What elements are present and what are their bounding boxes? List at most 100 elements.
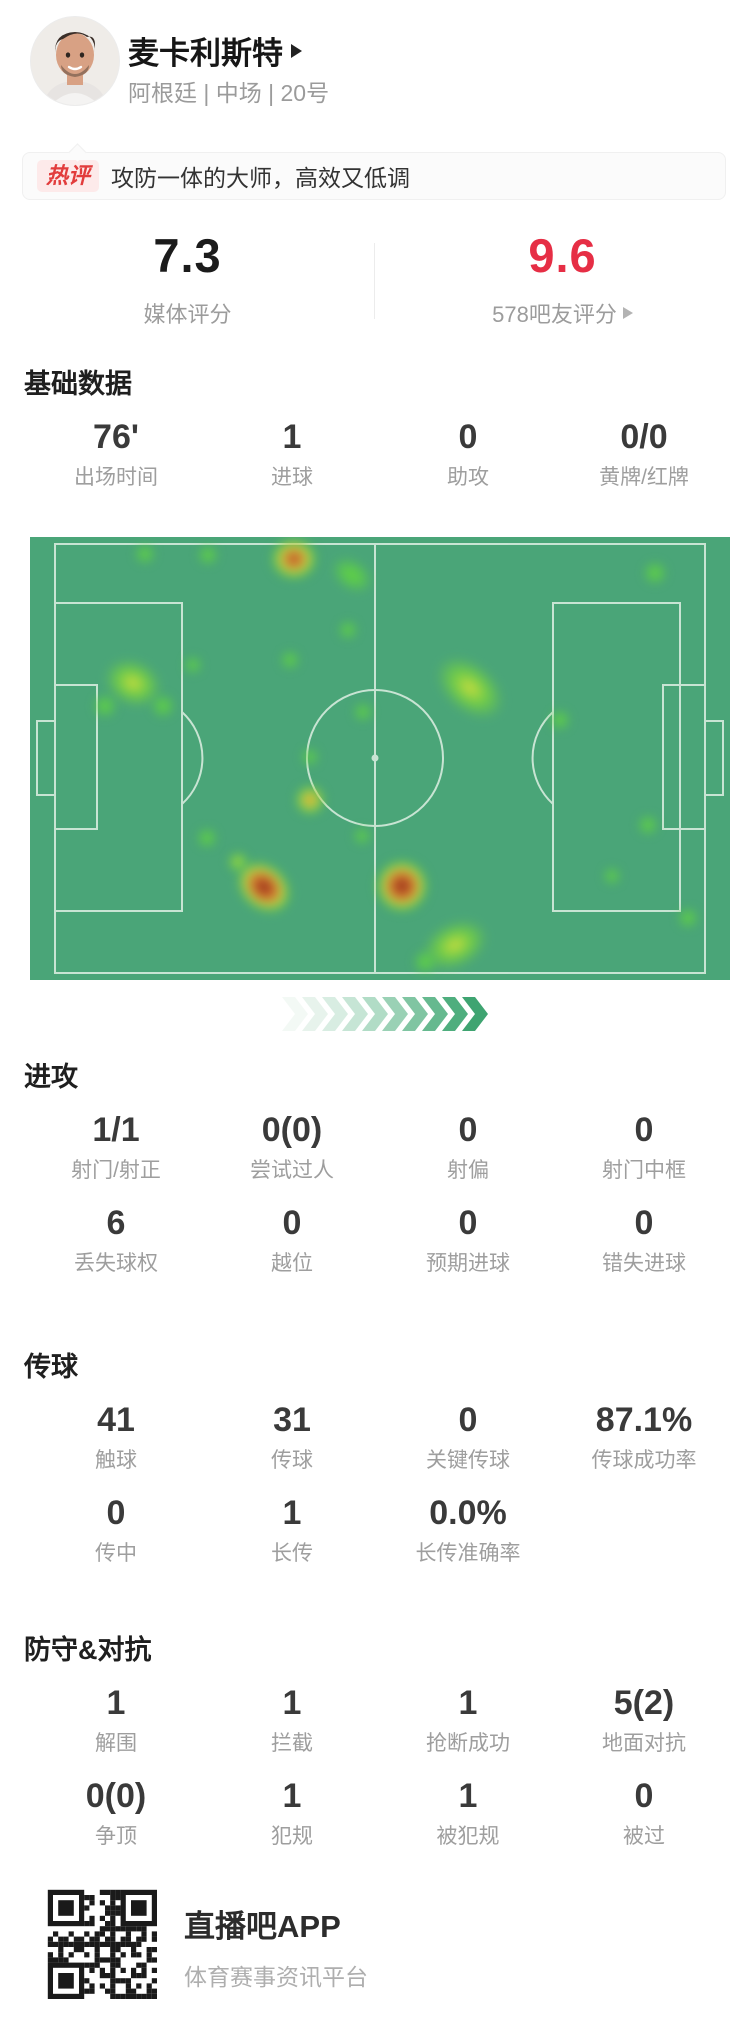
stat-cell: 0.0% 长传准确率	[380, 1491, 556, 1569]
stat-cell: 1 被犯规	[380, 1774, 556, 1852]
heat-blob-green	[277, 647, 303, 673]
qr-code-image	[47, 1889, 157, 1999]
heat-blob-green	[193, 824, 221, 852]
stat-cell: 0(0) 尝试过人	[204, 1108, 380, 1186]
fans-rating-arrow-icon	[622, 307, 633, 319]
stat-value: 41	[97, 1401, 135, 1439]
stat-value: 1	[458, 1777, 478, 1815]
stat-label: 犯规	[271, 1825, 313, 1848]
player-heatmap	[30, 537, 730, 980]
stat-value: 0	[458, 1204, 478, 1242]
stat-cell: 1 犯规	[204, 1774, 380, 1852]
stat-label: 争顶	[95, 1825, 137, 1848]
stat-row: 1/1 射门/射正 0(0) 尝试过人 0 射偏 0 射门中框	[28, 1108, 732, 1186]
stat-label: 长传	[271, 1542, 313, 1565]
section-title: 基础数据	[24, 369, 132, 399]
ratings-divider	[374, 243, 375, 319]
stat-value: 0/0	[620, 418, 668, 456]
stat-value: 0(0)	[85, 1777, 147, 1815]
stat-cell: 1/1 射门/射正	[28, 1108, 204, 1186]
hot-comment-text: 攻防一体的大师，高效又低调	[111, 165, 411, 191]
stat-label: 射偏	[447, 1159, 489, 1182]
stat-cell: 0 关键传球	[380, 1398, 556, 1476]
stat-cell: 1 解围	[28, 1681, 204, 1759]
player-name-link[interactable]: 麦卡利斯特	[128, 28, 302, 73]
stat-label: 传中	[95, 1542, 137, 1565]
stat-value: 1	[282, 1777, 302, 1815]
stat-cell: 0 射门中框	[556, 1108, 732, 1186]
stat-value: 0	[282, 1204, 302, 1242]
stat-label: 地面对抗	[602, 1732, 686, 1755]
stat-value: 6	[106, 1204, 126, 1242]
stat-value: 87.1%	[595, 1401, 693, 1439]
app-tagline: 体育赛事资讯平台	[184, 1964, 368, 1990]
stat-cell: 41 触球	[28, 1398, 204, 1476]
stat-value: 0	[458, 418, 478, 456]
stat-cell: 0 预期进球	[380, 1201, 556, 1279]
qr-code	[45, 1887, 163, 2005]
stat-label: 长传准确率	[415, 1542, 521, 1565]
stat-cell: 0 越位	[204, 1201, 380, 1279]
stat-label: 黄牌/红牌	[599, 466, 689, 489]
chevron-icon	[282, 997, 308, 1031]
stat-cell: 76' 出场时间	[28, 415, 204, 493]
player-avatar	[30, 16, 120, 106]
fans-rating-link[interactable]: 9.6 578吧友评分	[375, 228, 750, 329]
stat-value: 0.0%	[429, 1494, 507, 1532]
stat-value: 0	[458, 1401, 478, 1439]
callout-notch	[68, 143, 87, 162]
section-title: 传球	[24, 1352, 78, 1382]
media-rating: 7.3 媒体评分	[0, 228, 375, 329]
stat-label: 射门/射正	[71, 1159, 161, 1182]
heat-blob-orange	[290, 780, 330, 820]
stat-row: 6 丢失球权 0 越位 0 预期进球 0 错失进球	[28, 1201, 732, 1279]
stat-label: 拦截	[271, 1732, 313, 1755]
name-arrow-icon	[291, 43, 302, 58]
stat-value: 1/1	[92, 1111, 140, 1149]
stat-cell: 1 长传	[204, 1491, 380, 1569]
stat-label: 传球	[271, 1449, 313, 1472]
heat-blob-green	[335, 617, 361, 643]
heat-blob-green	[194, 541, 222, 569]
stat-label: 抢断成功	[426, 1732, 510, 1755]
stat-label: 出场时间	[74, 466, 158, 489]
heat-blob-green	[181, 653, 205, 677]
stat-value: 0	[106, 1494, 126, 1532]
app-name: 直播吧APP	[184, 1909, 341, 1944]
stat-label: 丢失球权	[74, 1252, 158, 1275]
heat-blob-green	[634, 811, 662, 839]
stat-label: 助攻	[447, 466, 489, 489]
stat-label: 射门中框	[602, 1159, 686, 1182]
stat-cell: 0(0) 争顶	[28, 1774, 204, 1852]
heat-blob-green	[147, 690, 179, 722]
hot-comment-badge: 热评	[37, 160, 100, 192]
heat-blob-red	[265, 537, 323, 585]
stat-label: 被过	[623, 1825, 665, 1848]
hot-comment-card: 热评 攻防一体的大师，高效又低调	[22, 143, 726, 200]
stat-cell: 31 传球	[204, 1398, 380, 1476]
stat-row: 76' 出场时间 1 进球 0 助攻 0/0 黄牌/红牌	[28, 415, 732, 493]
stat-row: 1 解围 1 拦截 1 抢断成功 5(2) 地面对抗	[28, 1681, 732, 1759]
player-name: 麦卡利斯特	[128, 36, 283, 71]
stat-label: 越位	[271, 1252, 313, 1275]
heat-blob-darkred	[372, 856, 432, 916]
fans-rating-label-text: 578吧友评分	[492, 302, 617, 327]
heat-blob-green	[546, 706, 574, 734]
stat-value: 1	[458, 1684, 478, 1722]
stat-value: 1	[282, 418, 302, 456]
heat-blob-green	[298, 745, 322, 769]
stat-value: 1	[282, 1494, 302, 1532]
section-title: 进攻	[24, 1062, 78, 1092]
stat-value: 0(0)	[261, 1111, 323, 1149]
stat-row: 0(0) 争顶 1 犯规 1 被犯规 0 被过	[28, 1774, 732, 1852]
stat-cell: 0/0 黄牌/红牌	[556, 415, 732, 493]
heat-blob-green	[89, 690, 121, 722]
stat-cell: 0 错失进球	[556, 1201, 732, 1279]
fans-rating-label: 578吧友评分	[375, 297, 750, 329]
stat-label: 触球	[95, 1449, 137, 1472]
heat-blob-green	[674, 904, 702, 932]
stat-label: 错失进球	[602, 1252, 686, 1275]
pitch-lines	[36, 543, 724, 974]
stat-value: 0	[634, 1204, 654, 1242]
